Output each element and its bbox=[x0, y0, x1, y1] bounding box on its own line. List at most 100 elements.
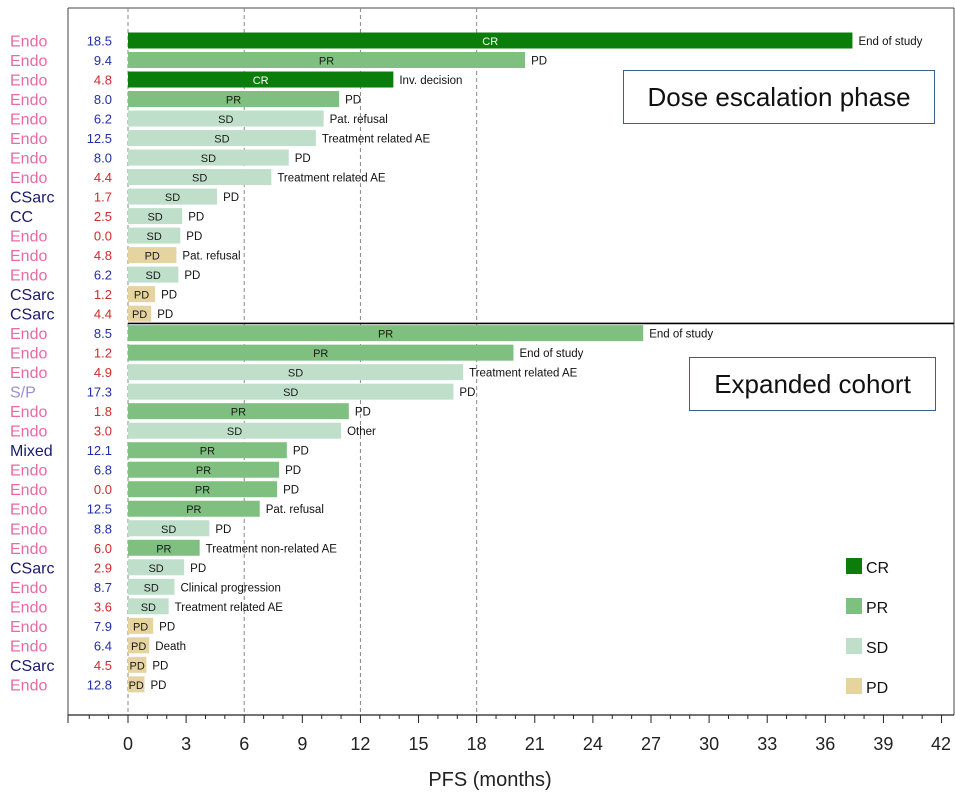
histology-label: Endo bbox=[10, 463, 47, 480]
response-label: CR bbox=[482, 36, 498, 48]
response-bar bbox=[128, 130, 316, 147]
histology-label: Endo bbox=[10, 53, 47, 70]
response-label: PD bbox=[133, 621, 148, 633]
histology-label: Endo bbox=[10, 638, 47, 655]
reason-label: Inv. decision bbox=[399, 75, 462, 87]
histology-label: Endo bbox=[10, 248, 47, 265]
histology-label: Endo bbox=[10, 170, 47, 187]
duration-value: 6.2 bbox=[94, 112, 112, 127]
reason-label: PD bbox=[150, 680, 166, 692]
response-label: PR bbox=[319, 56, 334, 68]
reason-label: PD bbox=[283, 485, 299, 497]
response-bar bbox=[128, 286, 156, 303]
reason-label: PD bbox=[293, 446, 309, 458]
histology-label: Endo bbox=[10, 677, 47, 694]
response-bar bbox=[128, 52, 526, 69]
reason-label: Treatment related AE bbox=[322, 134, 431, 146]
duration-value: 8.8 bbox=[94, 521, 112, 536]
histology-label: Endo bbox=[10, 268, 47, 285]
response-label: PR bbox=[378, 329, 393, 341]
duration-value: 1.8 bbox=[94, 404, 112, 419]
duration-value: 7.9 bbox=[94, 619, 112, 634]
response-label: SD bbox=[147, 212, 162, 224]
histology-label: Endo bbox=[10, 92, 47, 109]
response-bar bbox=[128, 520, 210, 537]
response-bar bbox=[128, 227, 181, 244]
reason-label: PD bbox=[152, 660, 168, 672]
response-label: SD bbox=[148, 563, 163, 575]
response-label: PR bbox=[231, 407, 246, 419]
reason-label: PD bbox=[186, 231, 202, 243]
response-label: SD bbox=[288, 368, 303, 380]
histology-label: CSarc bbox=[10, 307, 54, 324]
histology-label: Endo bbox=[10, 73, 47, 90]
response-label: SD bbox=[201, 153, 216, 165]
response-bar bbox=[128, 442, 287, 459]
response-label: PR bbox=[196, 465, 211, 477]
x-tick-label: 6 bbox=[239, 734, 249, 754]
duration-value: 4.8 bbox=[94, 248, 112, 263]
duration-value: 9.4 bbox=[94, 53, 112, 68]
duration-value: 18.5 bbox=[87, 34, 112, 49]
duration-value: 8.7 bbox=[94, 580, 112, 595]
x-tick-label: 33 bbox=[757, 734, 777, 754]
histology-label: Endo bbox=[10, 404, 47, 421]
histology-label: CSarc bbox=[10, 658, 54, 675]
response-label: SD bbox=[218, 114, 233, 126]
duration-value: 0.0 bbox=[94, 482, 112, 497]
histology-label: Endo bbox=[10, 424, 47, 441]
x-axis-title: PFS (months) bbox=[428, 769, 551, 791]
response-label: PD bbox=[130, 660, 145, 672]
histology-label: CSarc bbox=[10, 287, 54, 304]
x-tick-label: 3 bbox=[181, 734, 191, 754]
histology-label: Endo bbox=[10, 326, 47, 343]
reason-label: PD bbox=[215, 524, 231, 536]
response-bar bbox=[128, 617, 154, 634]
response-label: CR bbox=[253, 75, 269, 87]
x-tick-label: 36 bbox=[815, 734, 835, 754]
response-label: SD bbox=[192, 173, 207, 185]
response-bar bbox=[128, 500, 260, 517]
histology-label: Endo bbox=[10, 521, 47, 538]
duration-value: 4.4 bbox=[94, 307, 112, 322]
response-bar bbox=[128, 71, 394, 88]
duration-value: 12.5 bbox=[87, 502, 112, 517]
response-bar bbox=[128, 422, 342, 439]
response-label: PD bbox=[131, 641, 146, 653]
reason-label: Treatment related AE bbox=[469, 368, 578, 380]
x-tick-label: 18 bbox=[467, 734, 487, 754]
response-bar bbox=[128, 578, 175, 595]
reason-label: Pat. refusal bbox=[330, 114, 388, 126]
reason-label: Treatment related AE bbox=[277, 173, 386, 185]
response-label: SD bbox=[146, 270, 161, 282]
duration-value: 1.2 bbox=[94, 346, 112, 361]
x-tick-label: 0 bbox=[123, 734, 133, 754]
duration-value: 6.0 bbox=[94, 541, 112, 556]
histology-label: Endo bbox=[10, 502, 47, 519]
duration-value: 4.4 bbox=[94, 170, 112, 185]
x-tick-label: 27 bbox=[641, 734, 661, 754]
legend-label-cr: CR bbox=[866, 560, 889, 577]
response-label: SD bbox=[144, 582, 159, 594]
response-label: SD bbox=[161, 524, 176, 536]
reason-label: PD bbox=[531, 56, 547, 68]
legend-swatch-pr bbox=[846, 598, 862, 614]
histology-label: Endo bbox=[10, 619, 47, 636]
response-label: SD bbox=[214, 134, 229, 146]
duration-value: 1.2 bbox=[94, 287, 112, 302]
reason-label: Clinical progression bbox=[180, 582, 280, 594]
histology-label: CSarc bbox=[10, 560, 54, 577]
x-tick-label: 15 bbox=[409, 734, 429, 754]
reason-label: PD bbox=[184, 270, 200, 282]
response-bar bbox=[128, 403, 349, 420]
histology-label: CC bbox=[10, 209, 33, 226]
response-bar bbox=[128, 208, 183, 225]
response-label: PR bbox=[200, 446, 215, 458]
duration-value: 2.9 bbox=[94, 560, 112, 575]
legend-swatch-sd bbox=[846, 638, 862, 654]
histology-label: Endo bbox=[10, 131, 47, 148]
reason-label: PD bbox=[295, 153, 311, 165]
duration-value: 6.2 bbox=[94, 268, 112, 283]
duration-value: 3.6 bbox=[94, 599, 112, 614]
